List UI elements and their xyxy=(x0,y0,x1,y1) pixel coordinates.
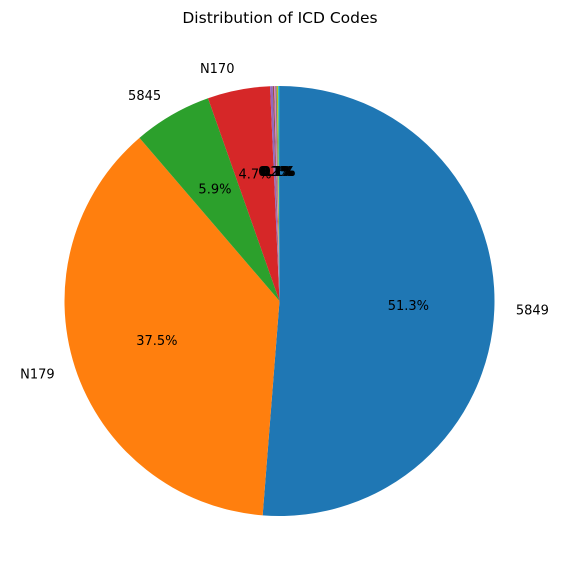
pie-slice-minor-6 xyxy=(274,86,280,301)
pie-slice-N179 xyxy=(64,137,280,516)
slice-percent-minor-9: 0.1% xyxy=(263,165,296,180)
slice-percent-minor-6: 0.1% xyxy=(260,165,293,180)
slice-percent-minor-7: 0.1% xyxy=(261,165,294,180)
pie-slice-N170 xyxy=(208,86,280,301)
slice-label-5849: 5849 xyxy=(516,303,549,318)
slice-percent-5845: 5.9% xyxy=(198,182,231,197)
slice-label-5845: 5845 xyxy=(128,89,161,104)
pie-slice-minor-8 xyxy=(276,86,280,301)
pie-slice-minor-5 xyxy=(272,86,280,301)
pie-labels: 5849 51.3% N179 37.5% 5845 5.9% N170 4.7%0.2%0.… xyxy=(20,62,549,383)
pie-slice-5849 xyxy=(262,86,495,516)
slice-percent-minor-4: 0.2% xyxy=(258,165,291,180)
pie-slice-minor-9 xyxy=(278,86,280,301)
pie-slice-minor-7 xyxy=(275,86,280,302)
slice-percent-N179: 37.5% xyxy=(136,334,177,349)
slice-percent-5849: 51.3% xyxy=(388,299,429,314)
slice-label-N179: N179 xyxy=(20,367,55,382)
slice-percent-minor-8: 0.1% xyxy=(262,165,295,180)
pie-slice-5845 xyxy=(139,98,280,302)
slice-percent-minor-5: 0.1% xyxy=(259,165,292,180)
slice-label-N170: N170 xyxy=(200,62,235,77)
chart-title: Distribution of ICD Codes xyxy=(182,9,377,27)
pie-slices xyxy=(64,86,495,516)
pie-slice-minor-4 xyxy=(270,86,280,301)
slice-percent-N170: 4.7% xyxy=(238,167,271,182)
